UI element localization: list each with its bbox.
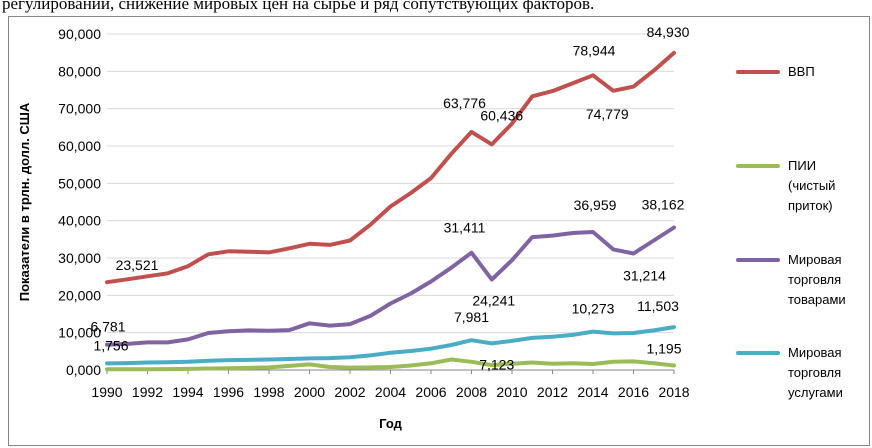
legend-label: Мировая [788,252,842,267]
legend-swatch [736,258,780,262]
series-line-2 [105,225,676,347]
series-line-1 [105,357,676,372]
x-tick-label: 2000 [294,384,325,400]
legend-swatch [736,164,780,168]
y-tick-label: 20,000 [58,287,101,303]
y-tick-label: 80,000 [58,63,101,79]
y-tick-label: 70,000 [58,101,101,117]
legend-label: товарами [788,292,846,307]
x-tick-label: 2010 [496,384,527,400]
legend-swatch [736,70,780,74]
data-label: 24,241 [472,293,515,309]
x-tick-label: 1994 [172,384,203,400]
data-label: 6,781 [90,319,125,335]
data-label: 7,123 [479,356,514,372]
legend-label: ВВП [788,64,815,79]
legend-label: приток) [788,198,833,213]
x-tick-label: 2018 [658,384,689,400]
chart-frame [8,16,870,446]
y-axis-title: Показатели в трлн. долл. США [17,102,32,301]
x-tick-label: 1990 [91,384,122,400]
x-tick-label: 2014 [577,384,608,400]
legend-label: торговля [788,272,842,287]
x-tick-label: 2012 [537,384,568,400]
chart-legend: ВВП ПИИ (чистый приток) Мировая торговля товар… [736,0,872,448]
y-tick-label: 40,000 [58,213,101,229]
data-label: 31,214 [623,267,666,283]
data-label: 10,273 [572,301,615,317]
data-label: 74,779 [586,106,629,122]
data-label: 60,436 [480,107,523,123]
x-tick-label: 2006 [415,384,446,400]
x-tick-label: 1996 [213,384,244,400]
data-label: 31,411 [444,220,486,236]
data-label: 84,930 [647,24,690,40]
x-tick-label: 2016 [618,384,649,400]
x-tick-label: 1992 [132,384,163,400]
data-label: 1,195 [646,341,681,357]
legend-label: услугами [788,385,843,400]
data-label: 11,503 [637,298,679,314]
y-tick-label: 0,000 [66,362,101,378]
data-label: 78,944 [573,42,616,58]
x-axis-title: Год [379,416,402,431]
y-tick-label: 30,000 [58,250,101,266]
data-label: 36,959 [574,197,617,213]
legend-label: Мировая [788,345,842,360]
data-label: 63,776 [443,95,486,111]
series-line-3 [105,325,676,366]
legend-label: (чистый [788,178,836,193]
data-label: 23,521 [116,257,159,273]
series-line-0 [105,50,676,285]
data-label: 38,162 [642,197,685,213]
legend-label: торговля [788,365,842,380]
y-tick-label: 90,000 [58,26,101,42]
x-tick-label: 2002 [334,384,365,400]
y-tick-label: 10,000 [58,325,101,341]
x-tick-label: 2008 [456,384,487,400]
data-label: 1,756 [93,337,128,353]
header-text: регулирований, снижение мировых цен на с… [2,0,595,13]
data-label: 7,981 [454,309,489,325]
x-tick-label: 2004 [375,384,406,400]
x-tick-label: 1998 [253,384,284,400]
y-tick-label: 50,000 [58,175,101,191]
legend-swatch [736,351,780,355]
legend-label: ПИИ [788,158,817,173]
y-tick-label: 60,000 [58,138,101,154]
